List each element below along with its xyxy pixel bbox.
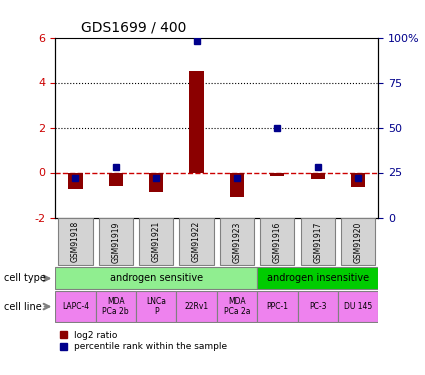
Legend: log2 ratio, percentile rank within the sample: log2 ratio, percentile rank within the s… xyxy=(60,331,227,351)
Text: PPC-1: PPC-1 xyxy=(266,302,288,311)
Text: GSM91918: GSM91918 xyxy=(71,221,80,262)
FancyBboxPatch shape xyxy=(176,291,217,322)
Text: GSM91917: GSM91917 xyxy=(313,221,322,262)
FancyBboxPatch shape xyxy=(338,291,378,322)
Bar xyxy=(190,71,204,172)
FancyBboxPatch shape xyxy=(260,219,295,265)
Text: GSM91922: GSM91922 xyxy=(192,221,201,262)
FancyBboxPatch shape xyxy=(139,219,173,265)
Text: GSM91921: GSM91921 xyxy=(152,221,161,262)
Text: cell type: cell type xyxy=(4,273,46,284)
Text: GSM91916: GSM91916 xyxy=(273,221,282,262)
Bar xyxy=(270,172,284,176)
Text: androgen sensitive: androgen sensitive xyxy=(110,273,203,284)
Text: GSM91919: GSM91919 xyxy=(111,221,120,262)
Bar xyxy=(311,172,325,179)
Text: GSM91920: GSM91920 xyxy=(354,221,363,262)
FancyBboxPatch shape xyxy=(341,219,375,265)
Bar xyxy=(109,172,123,186)
Bar xyxy=(149,172,163,192)
Text: GDS1699 / 400: GDS1699 / 400 xyxy=(81,21,187,35)
FancyBboxPatch shape xyxy=(55,267,257,290)
Text: PC-3: PC-3 xyxy=(309,302,326,311)
Text: MDA
PCa 2a: MDA PCa 2a xyxy=(224,297,250,316)
FancyBboxPatch shape xyxy=(99,219,133,265)
Text: androgen insensitive: androgen insensitive xyxy=(266,273,369,284)
Bar xyxy=(351,172,365,187)
FancyBboxPatch shape xyxy=(220,219,254,265)
Bar xyxy=(230,172,244,197)
Text: LNCa
P: LNCa P xyxy=(146,297,166,316)
Text: GSM91923: GSM91923 xyxy=(232,221,241,262)
FancyBboxPatch shape xyxy=(257,267,378,290)
FancyBboxPatch shape xyxy=(136,291,176,322)
FancyBboxPatch shape xyxy=(55,291,96,322)
FancyBboxPatch shape xyxy=(179,219,214,265)
FancyBboxPatch shape xyxy=(257,291,298,322)
FancyBboxPatch shape xyxy=(300,219,335,265)
Text: LAPC-4: LAPC-4 xyxy=(62,302,89,311)
FancyBboxPatch shape xyxy=(58,219,93,265)
FancyBboxPatch shape xyxy=(298,291,338,322)
Text: DU 145: DU 145 xyxy=(344,302,372,311)
FancyBboxPatch shape xyxy=(96,291,136,322)
Bar xyxy=(68,172,82,189)
Text: MDA
PCa 2b: MDA PCa 2b xyxy=(102,297,129,316)
Text: 22Rv1: 22Rv1 xyxy=(184,302,209,311)
FancyBboxPatch shape xyxy=(217,291,257,322)
Text: cell line: cell line xyxy=(4,302,42,312)
